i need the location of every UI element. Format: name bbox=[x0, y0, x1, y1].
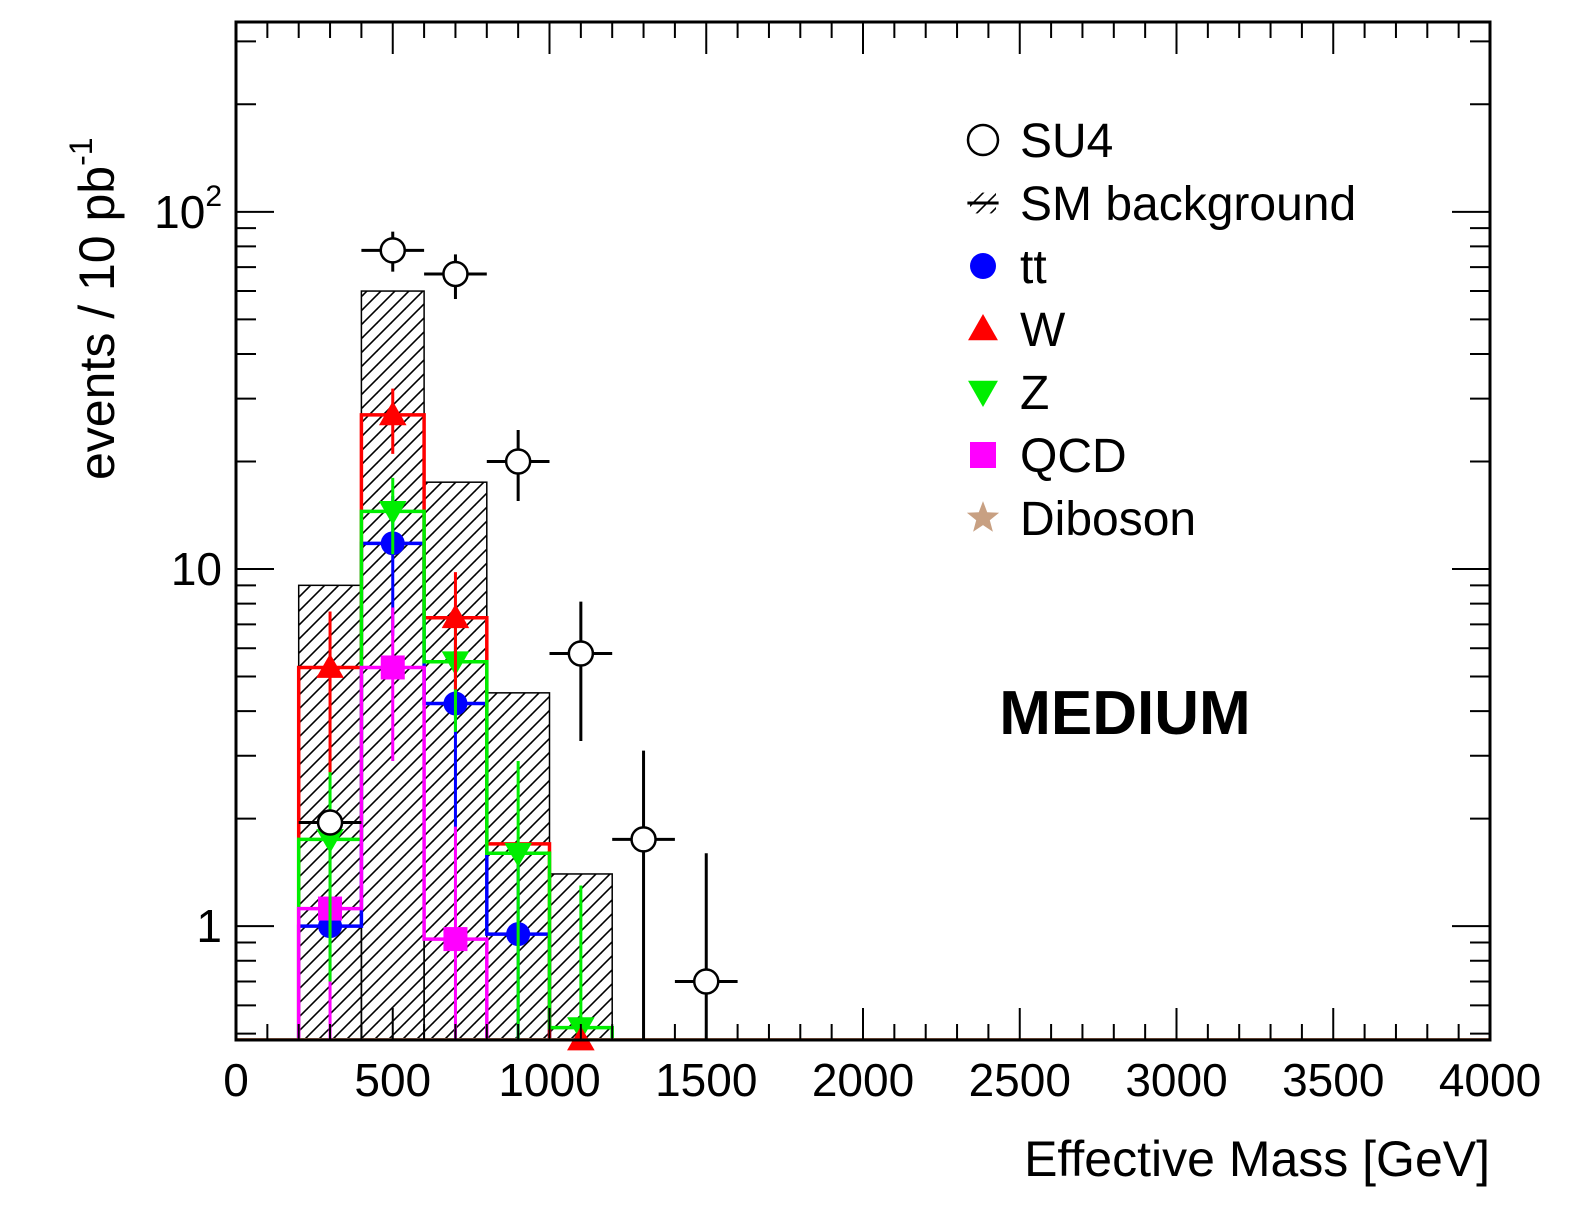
point-w bbox=[441, 604, 470, 629]
y-tick-label: 10 bbox=[171, 543, 222, 595]
x-tick-label: 0 bbox=[223, 1054, 249, 1106]
legend-label: QCD bbox=[1020, 430, 1127, 483]
y-axis-title-superscript: -1 bbox=[63, 137, 99, 165]
point-z bbox=[378, 501, 407, 526]
point-su4 bbox=[693, 968, 720, 995]
y-tick-label-main: 1 bbox=[196, 900, 222, 952]
x-tick-label: 3000 bbox=[1125, 1054, 1227, 1106]
x-tick-label: 500 bbox=[354, 1054, 431, 1106]
point-su4 bbox=[567, 640, 595, 667]
legend-label: W bbox=[1020, 304, 1066, 357]
point-su4 bbox=[504, 448, 532, 475]
legend-marker-qcd bbox=[970, 442, 996, 468]
legend-marker-tt bbox=[970, 253, 996, 279]
legend-label: Diboson bbox=[1020, 493, 1196, 546]
point-z bbox=[316, 828, 344, 854]
legend-marker-w bbox=[968, 314, 998, 341]
x-tick-label: 3500 bbox=[1282, 1054, 1384, 1106]
point-su4 bbox=[379, 237, 406, 264]
legend-marker-z bbox=[968, 380, 998, 407]
legend-label: Z bbox=[1020, 367, 1049, 420]
point-su4 bbox=[442, 260, 469, 288]
legend-label: tt bbox=[1020, 241, 1047, 294]
point-w bbox=[316, 653, 344, 678]
legend-marker-su4 bbox=[966, 123, 1000, 157]
data-points bbox=[298, 231, 738, 1051]
y-tick-label: 102 bbox=[154, 180, 222, 238]
legend-marker-sm-background bbox=[967, 192, 999, 214]
x-tick-label: 1500 bbox=[655, 1054, 757, 1106]
y-tick-label: 1 bbox=[196, 900, 222, 952]
y-tick-label-superscript: 2 bbox=[205, 180, 222, 213]
point-w bbox=[378, 401, 407, 426]
point-su4 bbox=[316, 809, 344, 836]
y-tick-label-main: 10 bbox=[171, 543, 222, 595]
x-tick-label: 2000 bbox=[812, 1054, 914, 1106]
axis-ticks bbox=[235, 22, 1491, 1040]
y-axis-title-main: events / 10 pb bbox=[69, 166, 125, 480]
legend-label: SM background bbox=[1020, 178, 1356, 231]
y-axis-title: events / 10 pb-1 bbox=[63, 137, 125, 480]
point-qcd bbox=[443, 927, 468, 952]
x-axis-title: Effective Mass [GeV] bbox=[1024, 1131, 1490, 1187]
legend: SU4 SM background tt WZ QCD Diboson bbox=[966, 115, 1356, 546]
x-tick-label: 2500 bbox=[969, 1054, 1071, 1106]
point-z bbox=[504, 842, 532, 868]
x-tick-label: 1000 bbox=[498, 1054, 600, 1106]
legend-label: SU4 bbox=[1020, 115, 1113, 168]
y-tick-label-main: 10 bbox=[154, 186, 205, 238]
selection-label: MEDIUM bbox=[999, 679, 1250, 748]
x-tick-label: 4000 bbox=[1439, 1054, 1541, 1106]
legend-marker-diboson bbox=[966, 501, 1000, 532]
point-su4 bbox=[630, 826, 657, 853]
point-qcd bbox=[380, 655, 405, 680]
